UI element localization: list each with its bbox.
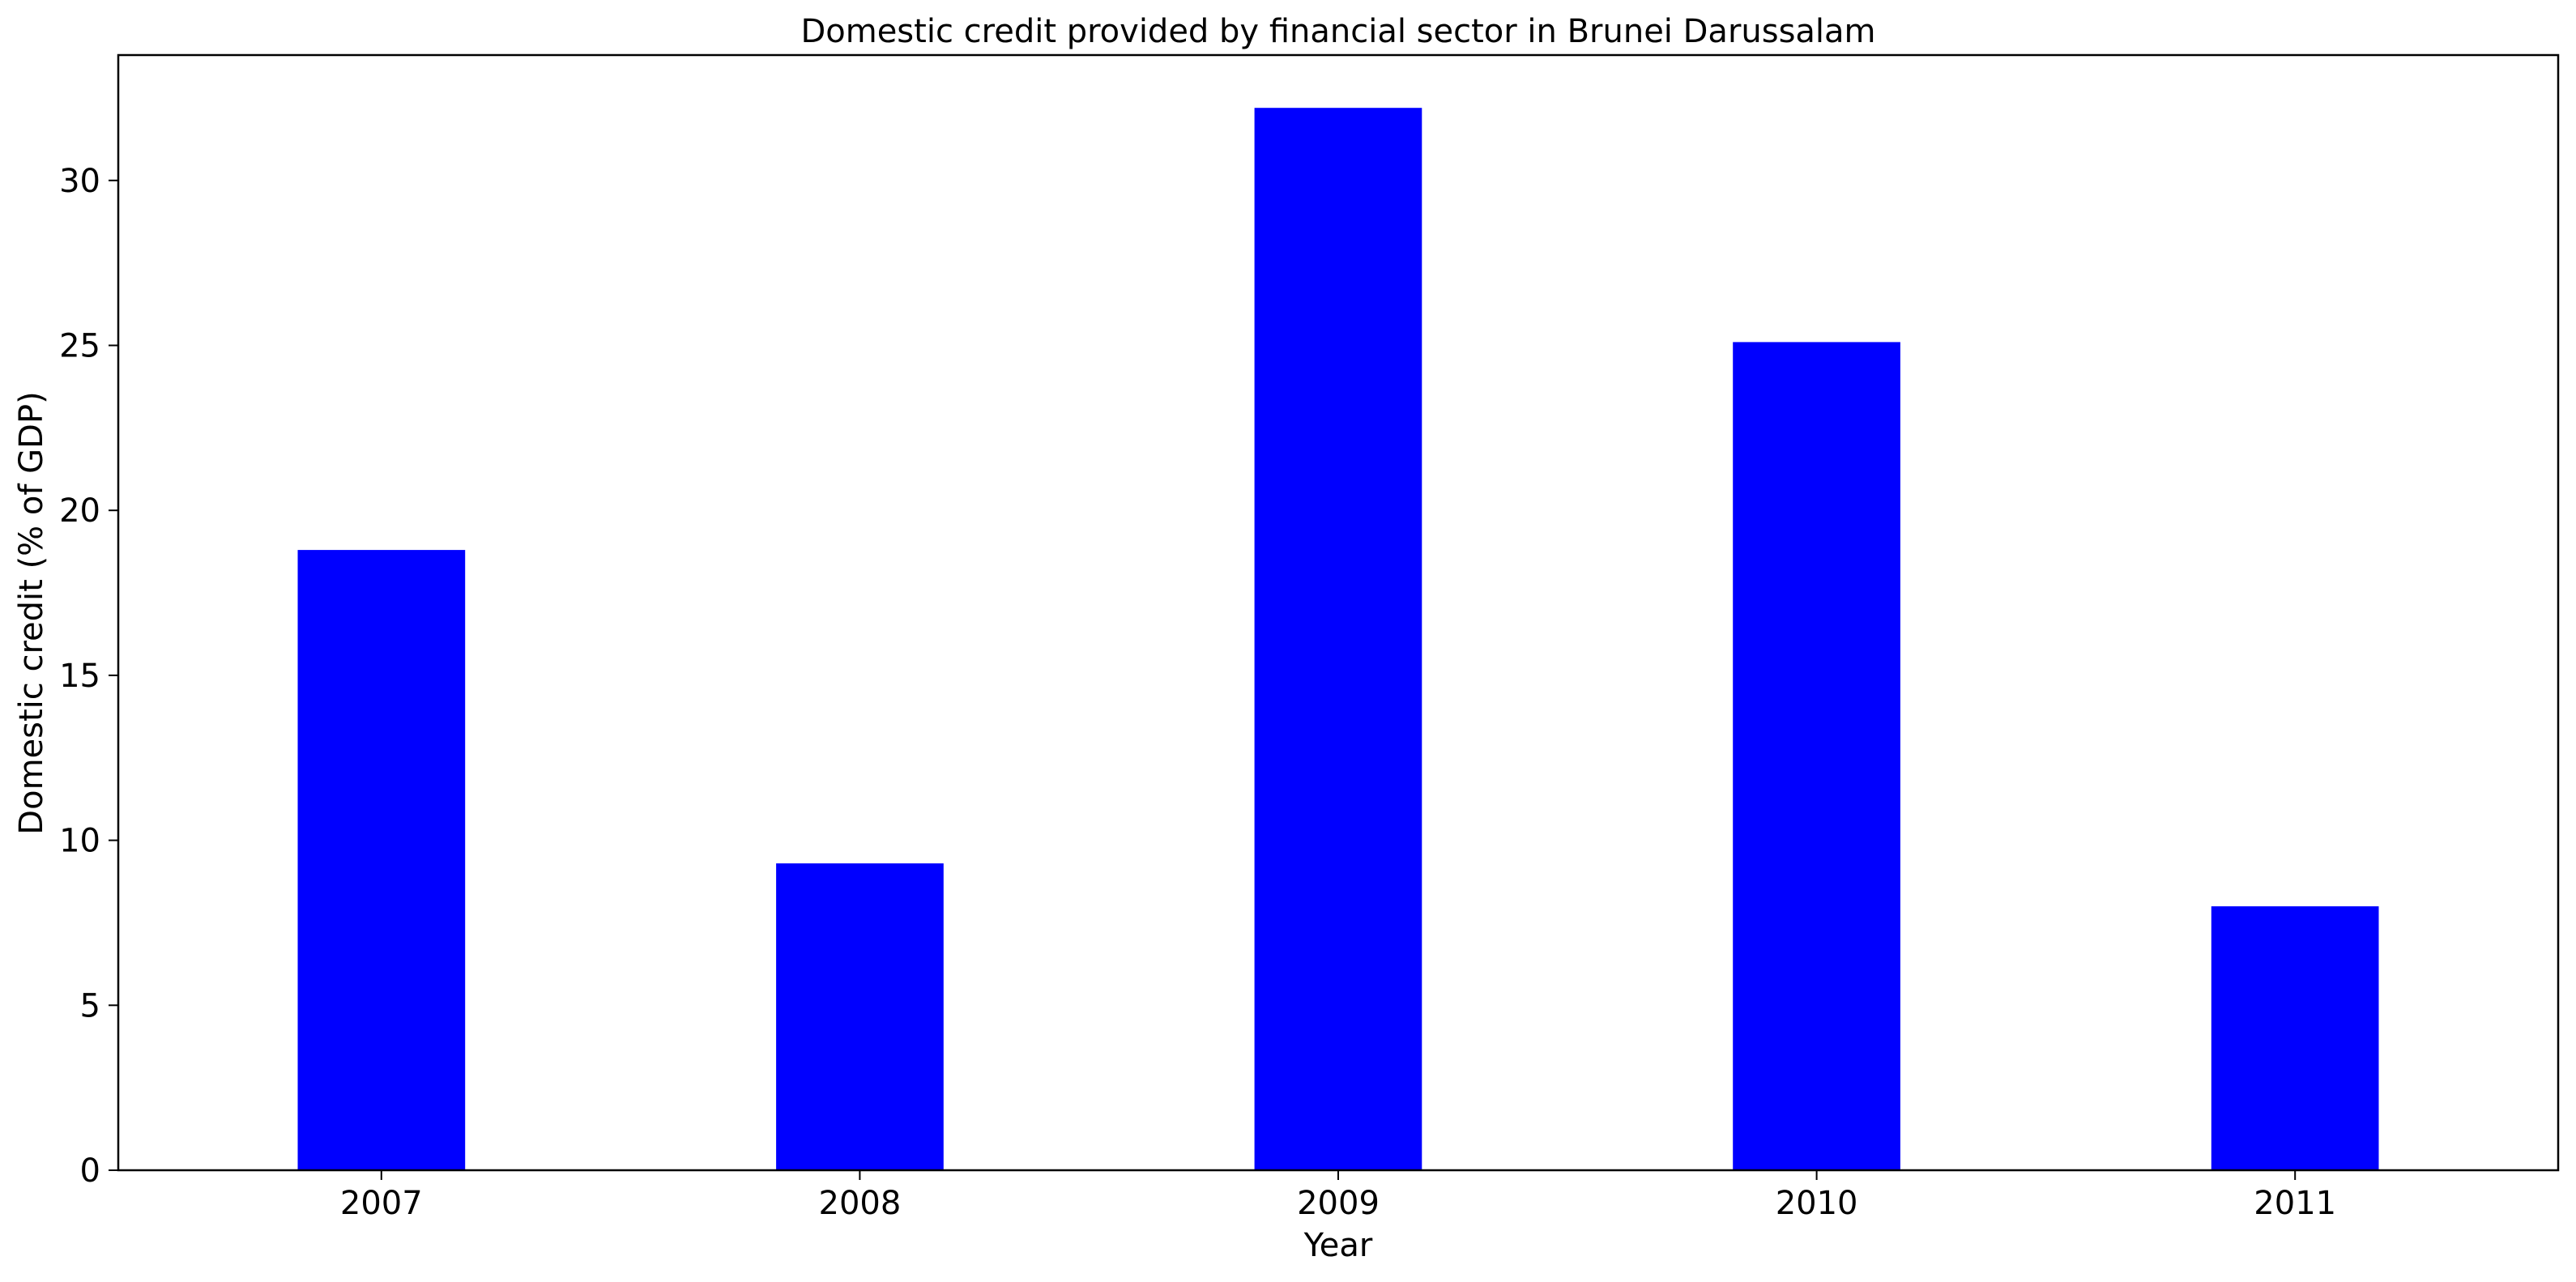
x-tick-label: 2010 xyxy=(1776,1185,1858,1222)
x-tick-label: 2007 xyxy=(340,1185,423,1222)
plot-frame xyxy=(117,53,2560,1172)
y-tick-label: 0 xyxy=(80,1152,100,1190)
y-tick-label: 5 xyxy=(80,987,100,1024)
y-tick-label: 15 xyxy=(59,658,100,695)
y-tick-label: 20 xyxy=(59,492,100,530)
axes-layer: 2007 2008 2009 2010 2011 0 5 10 15 20 25 30 xyxy=(59,163,2336,1222)
bar-2011 xyxy=(2211,906,2379,1170)
bar-2009 xyxy=(1254,108,1422,1171)
x-tick-label: 2011 xyxy=(2254,1185,2336,1222)
y-tick-label: 25 xyxy=(59,328,100,365)
y-axis-title: Domestic credit (% of GDP) xyxy=(13,391,50,834)
bar-2007 xyxy=(297,550,466,1170)
bar-2008 xyxy=(776,863,944,1170)
y-tick-label: 30 xyxy=(59,163,100,200)
bars-layer xyxy=(297,108,2379,1171)
y-tick-label: 10 xyxy=(59,823,100,860)
x-tick-label: 2008 xyxy=(819,1185,902,1222)
chart-title: Domestic credit provided by financial se… xyxy=(800,13,1875,50)
bar-2010 xyxy=(1733,342,1900,1170)
x-tick-label: 2009 xyxy=(1297,1185,1380,1222)
x-axis-title: Year xyxy=(1303,1227,1373,1264)
